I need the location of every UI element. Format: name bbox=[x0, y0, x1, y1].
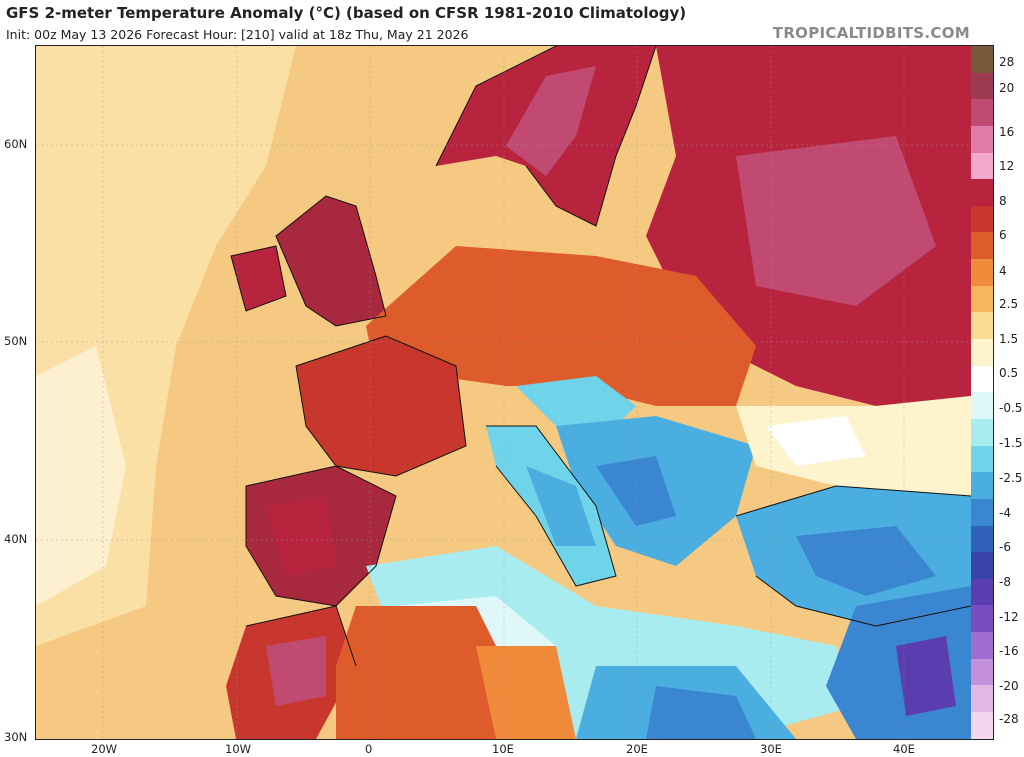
colorbar-swatch bbox=[971, 125, 993, 153]
x-tick: 40E bbox=[893, 742, 915, 756]
colorbar-swatch bbox=[971, 72, 993, 100]
x-tick: 20W bbox=[91, 742, 118, 756]
y-tick: 30N bbox=[4, 730, 28, 744]
colorbar-label: -8 bbox=[999, 575, 1011, 589]
colorbar-swatch bbox=[971, 285, 993, 313]
colorbar-swatch bbox=[971, 525, 993, 553]
colorbar-swatch bbox=[971, 232, 993, 260]
colorbar-swatch bbox=[971, 179, 993, 206]
map-title: GFS 2-meter Temperature Anomaly (°C) (ba… bbox=[6, 4, 687, 22]
colorbar-label: 0.5 bbox=[999, 366, 1019, 380]
colorbar-swatch bbox=[971, 605, 993, 633]
colorbar-label: 16 bbox=[999, 125, 1015, 139]
colorbar-swatch bbox=[971, 205, 993, 233]
colorbar-label: 12 bbox=[999, 159, 1015, 173]
colorbar-label: 1.5 bbox=[999, 332, 1019, 346]
colorbar-swatch bbox=[971, 685, 993, 713]
colorbar-label: 6 bbox=[999, 228, 1007, 242]
colorbar-label: 2.5 bbox=[999, 297, 1019, 311]
y-tick: 50N bbox=[4, 334, 28, 348]
colorbar-label: -20 bbox=[999, 679, 1019, 693]
colorbar-label: -16 bbox=[999, 644, 1019, 658]
colorbar-swatch bbox=[971, 312, 993, 340]
colorbar-swatch bbox=[971, 552, 993, 579]
colorbar-swatch bbox=[971, 632, 993, 659]
anomaly-map[interactable] bbox=[35, 45, 972, 740]
colorbar bbox=[971, 45, 994, 740]
x-tick: 20E bbox=[626, 742, 648, 756]
init-forecast-info: Init: 00z May 13 2026 Forecast Hour: [21… bbox=[6, 27, 469, 42]
colorbar-swatch bbox=[971, 498, 993, 526]
colorbar-swatch bbox=[971, 445, 993, 473]
colorbar-swatch bbox=[971, 259, 993, 286]
y-tick: 60N bbox=[4, 137, 28, 151]
colorbar-label: 20 bbox=[999, 81, 1015, 95]
colorbar-swatch bbox=[971, 152, 993, 180]
colorbar-label: 28 bbox=[999, 55, 1015, 69]
x-tick: 10E bbox=[492, 742, 514, 756]
x-tick: 30E bbox=[760, 742, 782, 756]
colorbar-swatch bbox=[971, 392, 993, 419]
colorbar-swatch bbox=[971, 658, 993, 686]
colorbar-swatch bbox=[971, 578, 993, 606]
x-tick: 0 bbox=[365, 742, 373, 756]
colorbar-label: 8 bbox=[999, 194, 1007, 208]
colorbar-label: -12 bbox=[999, 610, 1019, 624]
colorbar-label: -28 bbox=[999, 712, 1019, 726]
colorbar-label: -4 bbox=[999, 506, 1011, 520]
colorbar-label: -2.5 bbox=[999, 471, 1023, 485]
x-tick: 10W bbox=[225, 742, 252, 756]
colorbar-swatch bbox=[971, 99, 993, 126]
y-tick: 40N bbox=[4, 532, 28, 546]
colorbar-swatch bbox=[971, 339, 993, 366]
colorbar-swatch bbox=[971, 418, 993, 446]
colorbar-swatch bbox=[971, 712, 993, 739]
colorbar-label: -0.5 bbox=[999, 401, 1023, 415]
colorbar-swatch bbox=[971, 365, 993, 393]
colorbar-swatch bbox=[971, 46, 993, 73]
colorbar-label: -1.5 bbox=[999, 436, 1023, 450]
colorbar-label: 4 bbox=[999, 264, 1007, 278]
colorbar-swatch bbox=[971, 472, 993, 499]
site-watermark[interactable]: TROPICALTIDBITS.COM bbox=[772, 24, 970, 42]
colorbar-label: -6 bbox=[999, 540, 1011, 554]
